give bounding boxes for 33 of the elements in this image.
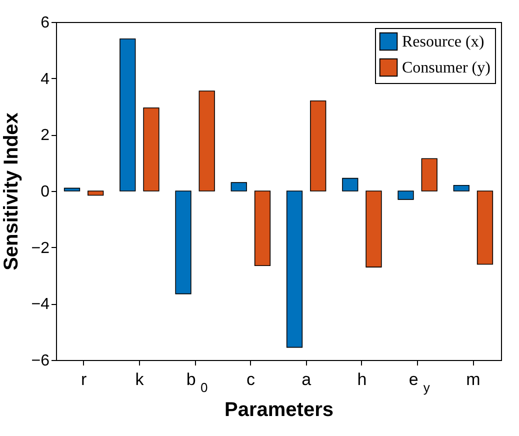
bar — [230, 182, 247, 192]
bar — [120, 38, 136, 192]
x-tick-label: m — [466, 370, 480, 389]
bar — [453, 184, 470, 192]
bar — [310, 100, 326, 192]
x-tick-label: a — [302, 370, 312, 389]
x-tick-label: h — [357, 370, 367, 389]
bar — [64, 188, 80, 192]
x-tick-label: r — [80, 370, 87, 389]
bar — [476, 190, 494, 265]
bar — [143, 108, 160, 192]
y-tick-label: −2 — [31, 240, 50, 257]
bar — [342, 178, 358, 192]
bar — [88, 190, 104, 196]
y-tick-label: −6 — [31, 352, 50, 370]
x-tick-label: k — [135, 370, 144, 389]
bar — [421, 158, 438, 192]
y-axis-title: Sensitivity Index — [0, 112, 22, 270]
bar — [254, 190, 271, 266]
y-tick-label: 0 — [40, 184, 50, 200]
bar — [398, 190, 414, 200]
bar — [366, 190, 382, 268]
bar — [198, 90, 215, 192]
legend-label: Consumer (y) — [402, 60, 490, 76]
y-tick-label: 2 — [40, 127, 50, 144]
y-tick-label: −4 — [31, 296, 50, 314]
x-axis-title: Parameters — [224, 399, 334, 421]
x-tick-label: c — [246, 370, 256, 389]
bar — [286, 190, 303, 348]
bar — [175, 190, 192, 294]
y-tick-label: 6 — [40, 14, 50, 32]
legend-label: Resource (x) — [402, 34, 484, 50]
y-tick-label: 4 — [40, 70, 50, 88]
